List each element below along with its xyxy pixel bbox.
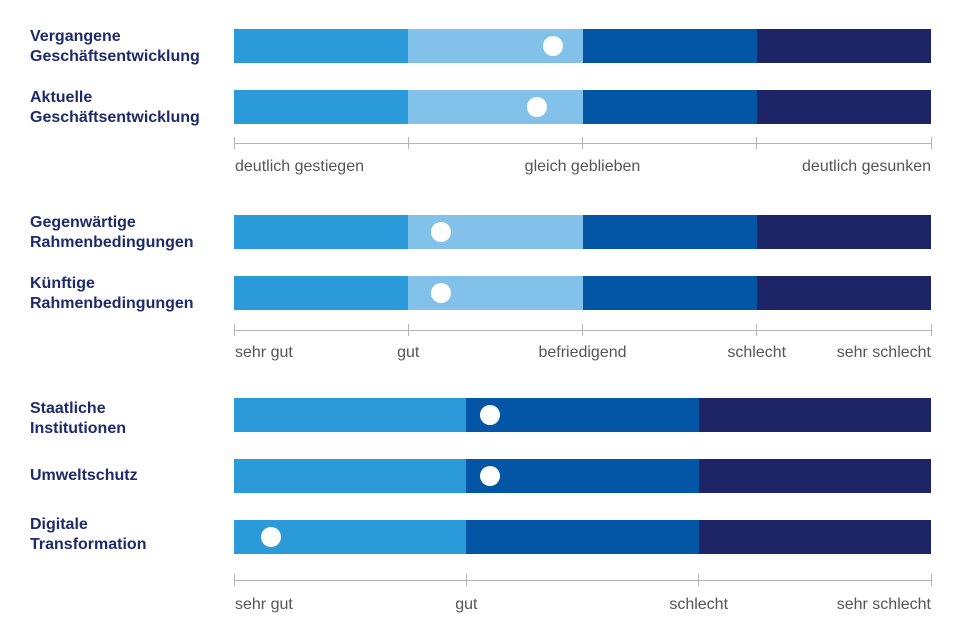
value-marker [527, 97, 548, 117]
axis-tick [407, 137, 409, 149]
value-marker [542, 36, 563, 56]
axis-tick [233, 137, 235, 149]
bar-segment [234, 215, 409, 249]
bar-segment [408, 90, 583, 124]
bar-segment [756, 29, 931, 63]
bar-segment [234, 276, 409, 310]
axis-tick [582, 137, 583, 149]
value-marker [479, 466, 500, 486]
bar-segment [698, 520, 931, 554]
scale-axis [234, 580, 931, 581]
bar-segment [234, 29, 409, 63]
row-label: Umweltschutz [30, 467, 138, 484]
axis-tick [582, 324, 583, 336]
bar-segment [466, 398, 699, 432]
tick-label: sehr gut [235, 344, 293, 361]
rating-bar [234, 276, 931, 310]
value-marker [261, 527, 282, 547]
row-label: Vergangene Geschäftsentwicklung [30, 28, 200, 65]
tick-label: gleich geblieben [524, 158, 641, 175]
rating-bar [234, 520, 931, 554]
bar-segment [698, 459, 931, 493]
axis-tick [233, 324, 235, 336]
bar-segment [234, 90, 409, 124]
tick-label: gut [397, 344, 420, 361]
axis-tick [233, 574, 235, 586]
value-marker [431, 283, 452, 303]
axis-tick [407, 324, 409, 336]
bar-segment [698, 398, 931, 432]
bar-segment [234, 398, 467, 432]
row-label: Gegenwärtige Rahmenbedingungen [30, 214, 194, 251]
value-marker [431, 222, 452, 242]
rating-bar [234, 215, 931, 249]
value-marker [479, 405, 500, 425]
axis-tick [756, 137, 758, 149]
tick-label: befriedigend [538, 344, 627, 361]
rating-bar [234, 459, 931, 493]
bar-segment [756, 215, 931, 249]
axis-tick [698, 574, 700, 586]
axis-tick [930, 137, 932, 149]
row-label: Aktuelle Geschäftsentwicklung [30, 89, 200, 126]
tick-label: sehr schlecht [836, 344, 931, 361]
axis-tick [930, 324, 932, 336]
bar-segment [234, 459, 467, 493]
axis-tick [930, 574, 932, 586]
bar-segment [466, 459, 699, 493]
tick-label: deutlich gesunken [802, 158, 931, 175]
bar-segment [756, 276, 931, 310]
tick-label: gut [455, 596, 478, 613]
row-label: Digitale Transformation [30, 516, 147, 553]
rating-bar [234, 29, 931, 63]
rating-bar [234, 90, 931, 124]
rating-bar [234, 398, 931, 432]
row-label: Staatliche Institutionen [30, 400, 126, 437]
bar-segment [756, 90, 931, 124]
axis-tick [756, 324, 758, 336]
tick-label: sehr schlecht [836, 596, 931, 613]
bar-segment [466, 520, 699, 554]
tick-label: sehr gut [235, 596, 293, 613]
bar-segment [582, 29, 757, 63]
tick-label: schlecht [669, 596, 729, 613]
bar-segment [582, 276, 757, 310]
bar-segment [582, 90, 757, 124]
row-label: Künftige Rahmenbedingungen [30, 275, 194, 312]
tick-label: schlecht [727, 344, 787, 361]
bar-segment [582, 215, 757, 249]
axis-tick [465, 574, 467, 586]
tick-label: deutlich gestiegen [235, 158, 364, 175]
